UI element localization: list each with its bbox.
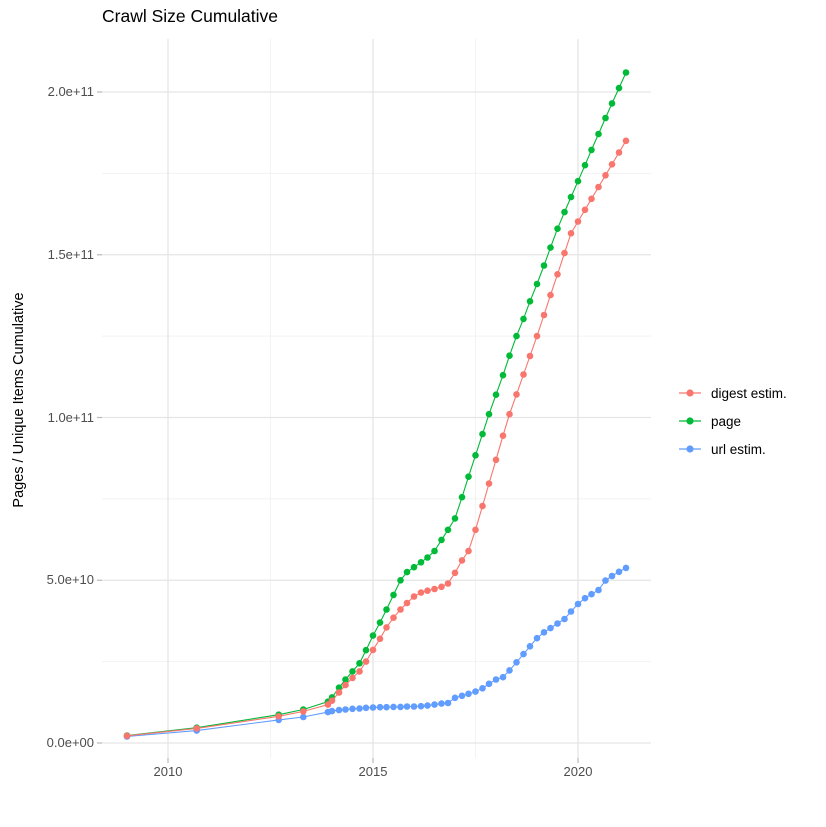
series-page-line	[126, 72, 627, 737]
x-tick-label: 2015	[358, 764, 388, 779]
series-digest-estim-points	[123, 137, 630, 740]
y-tick-label: 5.0e+10	[46, 572, 94, 588]
legend-label: page	[711, 413, 742, 429]
series-digest-estim	[123, 137, 630, 740]
legend-key-point-icon	[679, 445, 701, 453]
legend-item: digest estim.	[678, 379, 787, 407]
legend-key-point-icon	[679, 389, 701, 397]
y-tick-label: 0.0e+00	[46, 735, 94, 750]
y-tick-label: 2.0e+11	[47, 84, 94, 99]
axis-tick-marks	[97, 91, 579, 763]
x-tick-label: 2010	[153, 764, 183, 779]
gridlines-minor	[102, 39, 651, 758]
y-tick-label: 1.0e+11	[47, 409, 94, 425]
legend-item: page	[678, 407, 787, 435]
series-page	[123, 69, 630, 739]
series-url-estim-points	[123, 564, 630, 740]
gridlines-major	[102, 39, 651, 758]
legend-label: digest estim.	[711, 385, 787, 401]
x-tick-label: 2020	[563, 764, 593, 779]
legend-label: url estim.	[711, 441, 766, 457]
chart-title: Crawl Size Cumulative	[102, 6, 279, 26]
series-page-points	[123, 69, 630, 739]
legend: digest estim. page url estim.	[678, 379, 787, 463]
legend-item: url estim.	[678, 435, 787, 463]
legend-key-point-icon	[679, 417, 701, 425]
series-url-estim	[123, 564, 630, 740]
series-url-estim-line	[126, 567, 627, 738]
series-digest-estim-line	[126, 140, 627, 737]
y-tick-label: 1.5e+11	[47, 246, 94, 262]
